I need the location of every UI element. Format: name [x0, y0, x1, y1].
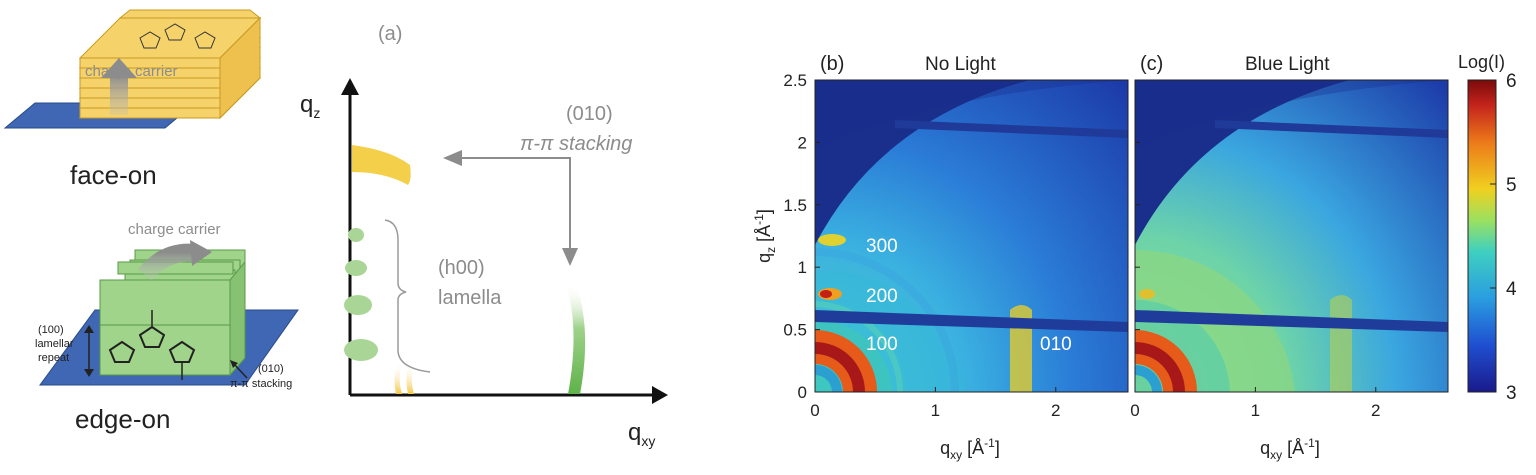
svg-text:qxy [Å-1]: qxy [Å-1]	[1260, 436, 1320, 462]
lamellar-label-1: (100)	[38, 324, 64, 336]
panel-b-heatmap	[815, 80, 1128, 392]
panel-a-label: (a)	[378, 23, 402, 45]
pi-stack-label-1: (010)	[258, 363, 284, 375]
edge-on-schematic: charge carrier (100) lamellar repeat (01…	[35, 221, 299, 434]
panel-b-frame	[814, 79, 1129, 393]
panel-b-label: (b)	[820, 53, 844, 75]
qz-axis-sub: z	[313, 105, 320, 121]
peak-label-200: 200	[866, 286, 898, 307]
lamella-annotation-2: lamella	[438, 287, 502, 309]
face-on-010-peak	[352, 145, 411, 185]
h00-peak	[344, 295, 372, 315]
y-tick-label: 2.5	[783, 71, 807, 90]
qxy-axis-sub: xy	[641, 433, 655, 449]
pi-annotation-1: (010)	[566, 103, 613, 125]
y-tick-label: 0.5	[783, 321, 807, 340]
x-axis-label-b: q	[940, 438, 950, 458]
panel-b-title: No Light	[925, 54, 996, 75]
peak-label-100: 100	[866, 334, 898, 355]
y-tick-label: 0	[798, 383, 807, 402]
panel-c-ticks: 0 1 2	[1130, 79, 1381, 420]
x-tick-label: 0	[810, 401, 819, 420]
x-tick-label: 1	[931, 401, 940, 420]
pi-annotation-arrow	[460, 157, 571, 258]
peak-label-300: 300	[866, 236, 898, 257]
lamella-annotation-1: (h00)	[438, 257, 485, 279]
colorbar-ticks: 3 4 5 6	[1490, 71, 1517, 404]
colorbar-title: Log(I)	[1458, 52, 1505, 72]
face-on-caption: face-on	[70, 160, 157, 190]
y-axis-label: q	[754, 253, 774, 263]
carrier-arrow-up	[110, 75, 128, 115]
panel-c-frame	[1134, 79, 1449, 393]
svg-text:qxy [Å-1]: qxy [Å-1]	[940, 436, 1000, 462]
colorbar-scale	[1467, 79, 1497, 393]
edge-on-carrier-label: charge carrier	[128, 221, 221, 238]
edge-on-010-peak	[566, 284, 586, 394]
x-tick-label: 0	[1130, 401, 1139, 420]
svg-text:qxy: qxy	[628, 419, 655, 449]
polymer-backbone	[108, 325, 196, 363]
face-on-h00-peak	[394, 362, 403, 394]
lamellar-label-3: repeat	[38, 352, 69, 364]
h00-peak	[348, 228, 364, 242]
panel-c-title: Blue Light	[1245, 54, 1330, 75]
panel-a: (a) qz qxy (010) π-π stacking (h00) lame…	[300, 23, 668, 449]
face-on-stack	[78, 9, 262, 120]
x-axis-label-c: q	[1260, 438, 1270, 458]
panel-b: (b) No Light 300 200 100 010 0 1 2 0 0.5 1 1.5…	[783, 53, 1129, 420]
y-tick-label: 1.5	[783, 196, 807, 215]
colorbar-tick-label: 3	[1506, 383, 1517, 404]
qz-axis-label: q	[300, 91, 313, 118]
peak-label-010: 010	[1040, 334, 1072, 355]
colorbar-tick-label: 5	[1506, 175, 1517, 196]
colorbar-tick-label: 6	[1506, 71, 1517, 92]
y-tick-label: 1	[798, 258, 807, 277]
y-tick-label: 2	[798, 133, 807, 152]
qxy-axis-label: q	[628, 419, 641, 446]
panel-c-label: (c)	[1140, 53, 1163, 75]
molecule-sketch	[139, 23, 216, 49]
lamellar-label-2: lamellar	[35, 338, 74, 350]
x-tick-label: 1	[1251, 401, 1260, 420]
carrier-arrow-curved	[137, 243, 196, 281]
face-on-schematic: charge carrier face-on	[3, 9, 262, 190]
panel-b-ticks: 0 1 2 0 0.5 1 1.5 2 2.5	[783, 71, 1060, 420]
face-on-h00-peak	[406, 362, 415, 394]
pi-annotation-2: π-π stacking	[520, 133, 632, 155]
pi-stack-label-2: π-π stacking	[230, 378, 292, 390]
svg-text:qz [Å-1]: qz [Å-1]	[752, 209, 778, 263]
panel-c: (c) Blue Light 0 1 2	[1130, 53, 1449, 420]
colorbar-tick-label: 4	[1506, 279, 1517, 300]
face-on-carrier-label: charge carrier	[85, 63, 178, 80]
panel-c-heatmap	[1135, 80, 1448, 392]
h00-peak	[344, 339, 378, 361]
svg-text:qz: qz	[300, 91, 320, 121]
edge-on-caption: edge-on	[75, 404, 170, 434]
x-tick-label: 2	[1051, 401, 1060, 420]
colorbar: Log(I) 3 4 5 6	[1458, 52, 1517, 404]
x-tick-label: 2	[1371, 401, 1380, 420]
lamella-brace	[384, 219, 431, 373]
h00-peak	[345, 260, 367, 276]
